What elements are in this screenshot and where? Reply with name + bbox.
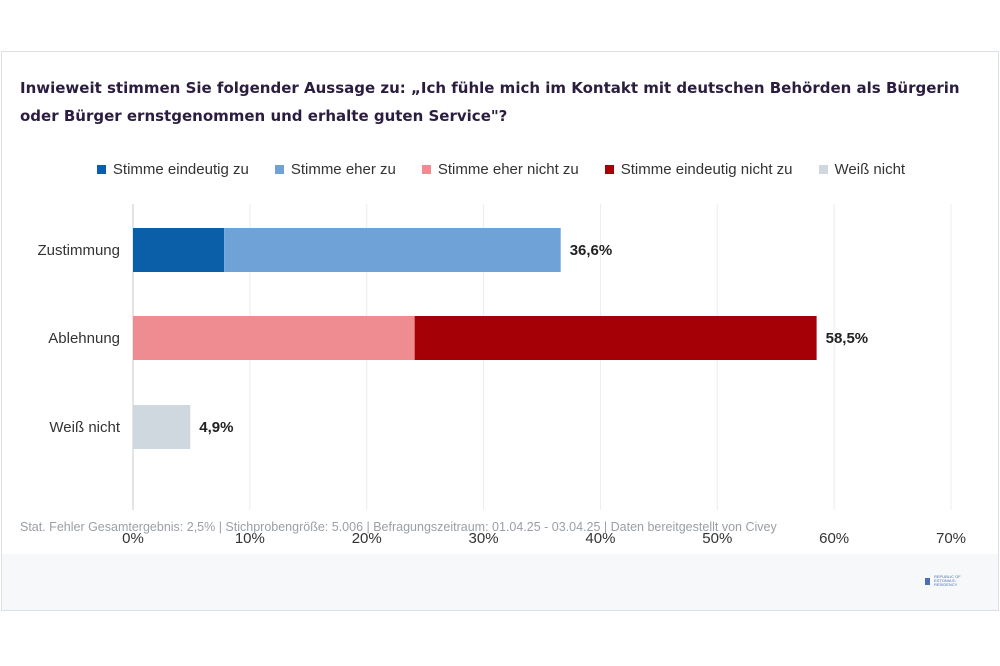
legend-swatch [421,164,431,174]
logo-icon [925,577,930,585]
legend-item[interactable]: Weiß nicht [818,160,906,178]
legend-item[interactable]: Stimme eindeutig nicht zu [604,160,793,178]
footer-band: REPUBLIC OF ESTONIA E-RESIDENCY [2,554,998,610]
data-label: 58,5% [826,330,869,347]
legend-label: Stimme eher zu [290,160,396,178]
legend-item[interactable]: Stimme eher zu [274,160,396,178]
category-label: Zustimmung [37,242,120,259]
legend: Stimme eindeutig zu Stimme eher zu Stimme … [2,158,1000,180]
bar-segment [133,228,225,272]
x-tick-label: 30% [469,530,499,547]
legend-swatch [818,164,828,174]
x-tick-label: 50% [702,530,732,547]
bar-chart: 0% 10% 20% 30% 40% 50% 60% 70% Zustimmung 36,6% Ab… [37,204,966,547]
category-label: Weiß nicht [49,419,120,436]
data-label: 4,9% [199,419,233,436]
x-tick-label: 20% [352,530,382,547]
x-tick-label: 10% [235,530,265,547]
bar-segment [133,405,191,449]
legend-swatch [604,164,614,174]
bar-segment [133,316,415,360]
legend-swatch [274,164,284,174]
footnote: Stat. Fehler Gesamtergebnis: 2,5% | Stic… [20,520,777,534]
logo-text: REPUBLIC OF ESTONIA E-RESIDENCY [934,574,961,587]
data-label: 36,6% [570,242,613,259]
bar-segment [224,228,561,272]
logo: REPUBLIC OF ESTONIA E-RESIDENCY [925,575,976,587]
legend-item[interactable]: Stimme eher nicht zu [421,160,579,178]
category-label: Ablehnung [48,330,120,347]
legend-item[interactable]: Stimme eindeutig zu [96,160,249,178]
x-tick-label: 0% [122,530,144,547]
bar-segment [414,316,817,360]
x-tick-label: 40% [585,530,615,547]
chart-title: Inwieweit stimmen Sie folgender Aussage … [20,79,960,125]
legend-label: Stimme eindeutig zu [112,160,249,178]
legend-swatch [96,164,106,174]
legend-label: Stimme eindeutig nicht zu [620,160,793,178]
legend-label: Stimme eher nicht zu [437,160,579,178]
x-tick-label: 70% [936,530,966,547]
chart-card: Inwieweit stimmen Sie folgender Aussage … [1,51,999,611]
legend-label: Weiß nicht [834,160,906,178]
x-tick-label: 60% [819,530,849,547]
